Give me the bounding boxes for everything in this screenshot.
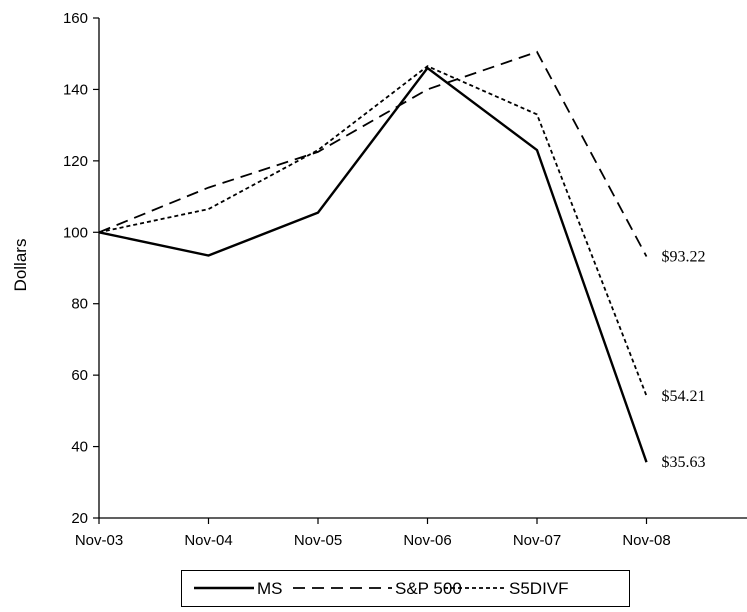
series-line-s-p-500 [98, 50, 648, 257]
x-tick-label: Nov-04 [184, 532, 232, 549]
x-tick-label: Nov-07 [513, 532, 561, 549]
legend-label-ms: MS [257, 579, 283, 598]
end-label-s5divf: $54.21 [662, 388, 706, 405]
legend-box [181, 570, 630, 607]
end-label-s-p-500: $93.22 [662, 249, 706, 266]
end-label-ms: $35.63 [662, 454, 706, 471]
end-labels: $35.63 $93.22 $54.21 [662, 249, 706, 472]
legend-label-s5divf: S5DIVF [509, 579, 569, 598]
y-tick-label: 160 [63, 10, 88, 27]
y-tick-label: 100 [63, 224, 88, 241]
y-tick-label: 20 [71, 510, 88, 527]
x-axis: Nov-03 Nov-04 Nov-05 Nov-06 Nov-07 Nov-08 [75, 517, 747, 549]
y-tick-label: 60 [71, 367, 88, 384]
series-lines [98, 50, 648, 463]
legend: MS S&P 500 S5DIVF [181, 570, 630, 607]
y-tick-label: 120 [63, 153, 88, 170]
series-line-ms [98, 66, 648, 463]
y-tick-label: 40 [71, 439, 88, 456]
x-tick-label: Nov-06 [403, 532, 451, 549]
y-axis: 20 40 60 80 100 120 140 160 [63, 10, 100, 527]
x-tick-label: Nov-03 [75, 532, 123, 549]
x-tick-label: Nov-05 [294, 532, 342, 549]
y-axis-title: Dollars [11, 239, 30, 292]
y-tick-label: 80 [71, 296, 88, 313]
series-line-s5divf [98, 65, 648, 397]
legend-label-s-p-500: S&P 500 [395, 579, 462, 598]
y-tick-label: 140 [63, 81, 88, 98]
x-tick-label: Nov-08 [622, 532, 670, 549]
